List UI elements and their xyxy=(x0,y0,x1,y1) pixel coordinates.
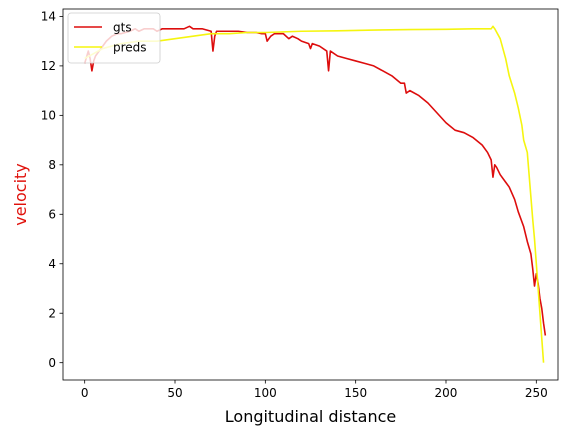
x-tick-label: 250 xyxy=(525,386,548,400)
y-tick-label: 12 xyxy=(41,59,56,73)
x-tick-label: 0 xyxy=(81,386,89,400)
y-tick-label: 10 xyxy=(41,109,56,123)
x-axis-label: Longitudinal distance xyxy=(225,407,396,426)
x-tick-label: 150 xyxy=(344,386,367,400)
axes-frame xyxy=(62,8,559,381)
series-line-preds xyxy=(84,25,545,363)
x-tick-label: 50 xyxy=(167,386,182,400)
y-tick-label: 2 xyxy=(48,307,56,321)
x-tick-label: 200 xyxy=(435,386,458,400)
legend-box xyxy=(67,12,161,64)
x-axis-ticks: 0 50 100 150 200 250 xyxy=(81,380,548,400)
legend-label-preds: preds xyxy=(113,40,147,54)
y-axis-label: velocity xyxy=(11,163,30,226)
y-tick-label: 4 xyxy=(48,257,56,271)
y-tick-label: 8 xyxy=(48,158,56,172)
y-axis-ticks: 0 2 4 6 8 10 12 14 xyxy=(41,10,63,370)
legend-label-gts: gts xyxy=(113,20,132,34)
y-tick-label: 6 xyxy=(48,208,56,222)
legend: gts preds xyxy=(67,12,161,64)
y-tick-label: 0 xyxy=(48,356,56,370)
x-tick-label: 100 xyxy=(254,386,277,400)
y-tick-label: 14 xyxy=(41,10,56,24)
